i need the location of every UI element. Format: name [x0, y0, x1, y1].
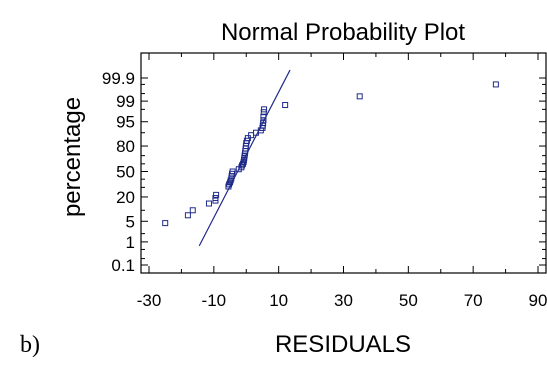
x-tick-label: 70 — [464, 291, 483, 310]
data-point — [261, 106, 268, 113]
data-point — [260, 113, 267, 120]
panel-label: b) — [20, 332, 40, 358]
x-tick-label: 30 — [334, 291, 353, 310]
data-point — [229, 168, 236, 175]
data-point — [213, 191, 220, 198]
y-axis-label: percentage — [59, 97, 86, 217]
x-tick-label: 50 — [399, 291, 418, 310]
y-axis: 0.1 1 5 20 50 80 95 99 99.9 — [102, 69, 546, 275]
data-point — [189, 207, 196, 214]
y-tick-label: 1 — [126, 233, 135, 252]
y-tick-label: 99 — [116, 92, 135, 111]
data-point — [227, 177, 234, 184]
x-tick-label: -10 — [202, 291, 227, 310]
data-point — [356, 93, 363, 100]
y-tick-label: 99.9 — [102, 69, 135, 88]
y-tick-label: 20 — [116, 188, 135, 207]
y-tick-label: 95 — [116, 113, 135, 132]
x-axis-label: RESIDUALS — [275, 331, 411, 358]
data-point — [227, 179, 234, 186]
y-tick-label: 0.1 — [111, 256, 135, 275]
y-tick-label: 50 — [116, 163, 135, 182]
data-point — [205, 200, 212, 207]
x-tick-label: -30 — [137, 291, 162, 310]
data-point — [184, 212, 191, 219]
x-axis: -30 -10 10 30 50 70 90 — [137, 53, 547, 310]
data-point — [239, 162, 246, 169]
data-point — [212, 195, 219, 202]
x-tick-label: 90 — [529, 291, 547, 310]
chart-title: Normal Probability Plot — [221, 19, 465, 46]
data-points — [162, 81, 499, 227]
data-point — [162, 220, 169, 227]
y-tick-label: 80 — [116, 137, 135, 156]
data-point — [240, 160, 247, 167]
data-point — [492, 81, 499, 88]
data-point — [260, 117, 267, 124]
x-tick-label: 10 — [269, 291, 288, 310]
data-point — [282, 102, 289, 109]
y-tick-label: 5 — [126, 212, 135, 231]
